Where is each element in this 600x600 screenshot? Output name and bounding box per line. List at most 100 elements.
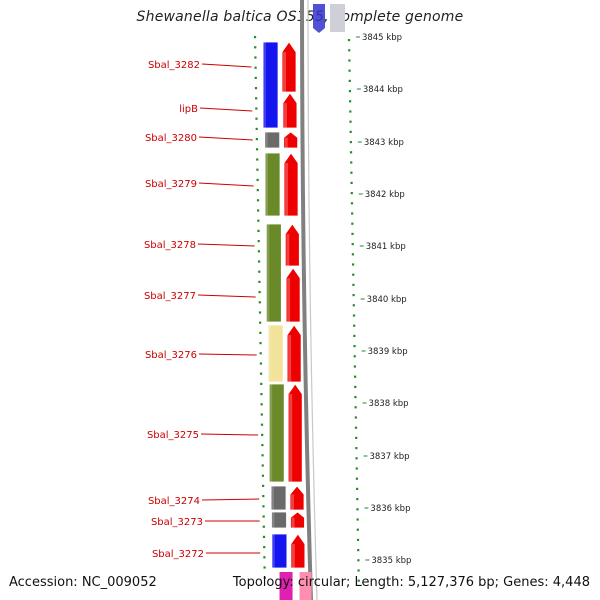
track-dot [356,498,359,501]
backbone-edge [307,0,318,600]
track-dot [263,576,266,579]
track-dot [349,110,352,113]
track-dot [354,396,357,399]
gene-arrow-highlight [291,544,295,568]
gene-box-highlight [268,325,272,382]
leader-line [197,294,256,298]
track-dot [259,372,263,375]
track-dot [354,406,357,409]
gene-arrow-sbal_3276 [286,324,302,383]
track-dot [253,36,257,39]
track-dot [256,189,259,192]
gene-arrow-highlight [289,394,293,482]
track-dot [353,324,356,327]
track-dot [261,474,265,477]
track-dot [350,192,353,195]
scale-label: 3836 kbp [370,504,410,514]
gene-arrow-highlight [291,494,295,510]
gene-arrow-sbal_3274 [289,485,305,511]
leader-line [198,136,253,141]
track-dot [255,117,258,120]
track-dot [348,79,351,82]
track-dot [349,120,352,123]
track-dot [352,314,356,317]
track-dot [255,97,258,100]
gene-arrow-sbal_3280 [283,131,299,149]
track-dot [256,158,259,161]
track-dot [260,413,263,416]
kbp-scale: 3845 kbp 3844 kbp 3843 kbp 3842 kbp 3841 kbp… [355,33,411,566]
gene-arrow-highlight [286,234,290,266]
track-dot [257,219,260,222]
track-dot [258,311,262,314]
backbone-strand [300,0,345,600]
gene-box-highlight [271,534,275,568]
track-dot [356,538,360,541]
track-dot [259,331,262,334]
track-dot [261,464,264,467]
track-dot [354,426,358,429]
track-dot [357,549,360,552]
track-dot [347,39,351,42]
track-dot [255,148,259,151]
leader-line [198,353,257,356]
gene-leader-lines [197,63,261,554]
scale-label: 3838 kbp [369,399,409,409]
gene-label: Sbal_3276 [145,350,197,361]
track-dot [262,484,265,487]
track-dot [348,90,352,93]
gene-box-highlight [263,42,267,128]
track-dot [351,263,355,266]
track-dot [262,535,266,538]
gene-arrow-sbal_3282 [281,41,297,93]
gene-arrow-highlight [285,163,289,216]
gene-arrow-highlight [291,517,295,528]
gene-box-sbal_3274 [270,485,287,511]
track-dot [352,273,355,276]
gene-label: Sbal_3275 [147,430,199,441]
track-dot [263,556,266,559]
track-dot [260,423,264,426]
track-dot [348,59,351,62]
track-dot [258,301,261,304]
track-dot [262,505,265,508]
track-dot [355,467,358,470]
gene-box-sbal_3273 [271,511,287,529]
track-dot [356,528,359,531]
track-dot [259,321,262,324]
track-dot [259,352,262,355]
track-dot [352,304,355,307]
track-dot [255,127,258,130]
track-dot [257,240,260,243]
track-dot [348,49,351,52]
scale-label: 3840 kbp [367,295,407,305]
track-dot [262,525,265,528]
track-dot [258,291,261,294]
scale-label: 3835 kbp [371,556,411,566]
track-dot [260,382,263,385]
leader-line [197,243,255,247]
gene-labels: Sbal_3282 lipB Sbal_3280 Sbal_3279 Sbal_3278… [144,60,204,560]
track-dot [263,566,266,569]
track-dot [258,270,261,273]
map-title: Shewanella baltica OS155, complete genom… [136,9,464,25]
gene-arrow-sbal_3273 [290,511,305,529]
track-dot [256,168,259,171]
gene-box-sbal_3276 [267,324,284,383]
track-dot [262,515,265,518]
leader-line [200,433,259,436]
gene-arrow-tail [299,572,312,600]
leader-line [201,63,252,68]
leader-line [198,182,254,187]
gene-arrow-sbal_3279 [283,152,299,217]
track-dot [357,559,360,562]
track-dot [261,433,264,436]
scale-label: 3844 kbp [363,85,403,95]
gene-arrow-sbal_3278 [284,223,300,267]
genome-summary: Topology: circular; Length: 5,127,376 bp… [232,575,590,590]
track-dot [349,141,352,144]
dotted-tracks [253,36,360,582]
track-dot [352,283,355,286]
track-dot [356,518,359,521]
